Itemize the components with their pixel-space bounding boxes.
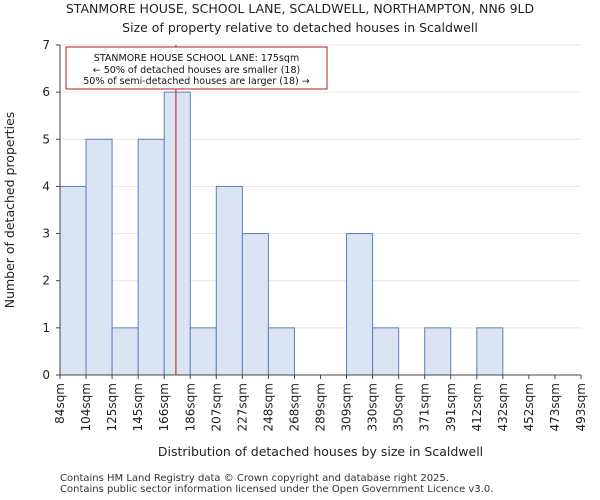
x-tick-label: 104sqm (79, 383, 93, 431)
histogram-bar (215, 185, 243, 376)
x-tick-label: 289sqm (314, 383, 328, 431)
x-tick-label: 248sqm (261, 383, 275, 431)
histogram-bar (59, 185, 87, 376)
x-tick-label: 207sqm (209, 383, 223, 431)
x-tick-label: 350sqm (392, 383, 406, 431)
chart-subtitle: Size of property relative to detached ho… (122, 20, 478, 35)
x-tick-label: 473sqm (548, 383, 562, 431)
histogram-bar (267, 327, 295, 376)
histogram-bar (241, 233, 269, 376)
y-tick-label: 4 (42, 179, 50, 193)
chart-title: STANMORE HOUSE, SCHOOL LANE, SCALDWELL, … (65, 1, 535, 16)
y-tick-label: 3 (42, 227, 50, 241)
y-tick-label: 0 (42, 368, 50, 382)
x-tick-label: 268sqm (287, 383, 301, 431)
histogram-bar (476, 327, 504, 376)
x-tick-label: 125sqm (105, 383, 119, 431)
y-axis-label: Number of detached properties (2, 112, 17, 309)
y-tick-label: 2 (42, 274, 50, 288)
x-tick-label: 412sqm (470, 383, 484, 431)
annotation-rect (65, 46, 328, 90)
histogram-bar (137, 138, 165, 376)
histogram-bar (424, 327, 452, 376)
histogram-bar (189, 327, 217, 376)
annotation-line-3: 50% of semi-detached houses are larger (… (83, 76, 310, 87)
x-tick-label: 493sqm (574, 383, 588, 431)
annotation-line-1: STANMORE HOUSE SCHOOL LANE: 175sqm (94, 53, 299, 64)
x-tick-label: 84sqm (53, 383, 67, 424)
x-tick-label: 330sqm (366, 383, 380, 431)
x-tick-label: 391sqm (444, 383, 458, 431)
histogram-bar (346, 233, 374, 376)
y-tick-label: 6 (42, 85, 50, 99)
x-tick-label: 227sqm (235, 383, 249, 431)
x-tick-label: 145sqm (131, 383, 145, 431)
y-tick-label: 1 (42, 321, 50, 335)
histogram-bar (111, 327, 139, 376)
y-tick-label: 5 (42, 132, 50, 146)
histogram-bar (372, 327, 400, 376)
y-tick-label: 7 (42, 38, 50, 52)
footer-copyright: Contains HM Land Registry data © Crown c… (60, 473, 449, 484)
x-tick-label: 166sqm (157, 383, 171, 431)
footer-licence: Contains public sector information licen… (60, 484, 494, 495)
histogram-bar (85, 138, 113, 376)
x-axis-label: Distribution of detached houses by size … (158, 444, 483, 459)
annotation-line-2: ← 50% of detached houses are smaller (18… (93, 65, 300, 76)
x-tick-label: 452sqm (522, 383, 536, 431)
x-tick-label: 186sqm (183, 383, 197, 431)
x-tick-label: 432sqm (496, 383, 510, 431)
x-tick-label: 371sqm (418, 383, 432, 431)
x-tick-label: 309sqm (340, 383, 354, 431)
histogram-bar (163, 91, 191, 376)
annotation-box: STANMORE HOUSE SCHOOL LANE: 175sqm ← 50%… (65, 46, 328, 90)
